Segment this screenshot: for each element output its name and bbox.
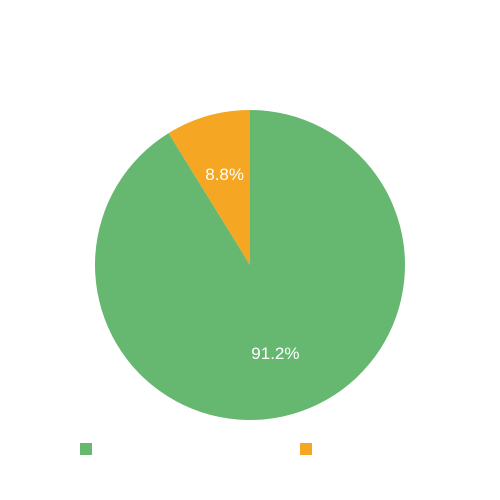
legend [0,441,500,457]
pie-slice-labels: 91.2% 8.8% [205,165,299,363]
pie-slice-label: 91.2% [251,344,299,363]
pie-slice-label: 8.8% [205,165,244,184]
legend-swatch [300,443,312,455]
legend-item [300,441,318,457]
legend-swatch [80,443,92,455]
pie-slices [94,110,405,420]
legend-item [80,441,98,457]
pie-slice [168,110,250,265]
